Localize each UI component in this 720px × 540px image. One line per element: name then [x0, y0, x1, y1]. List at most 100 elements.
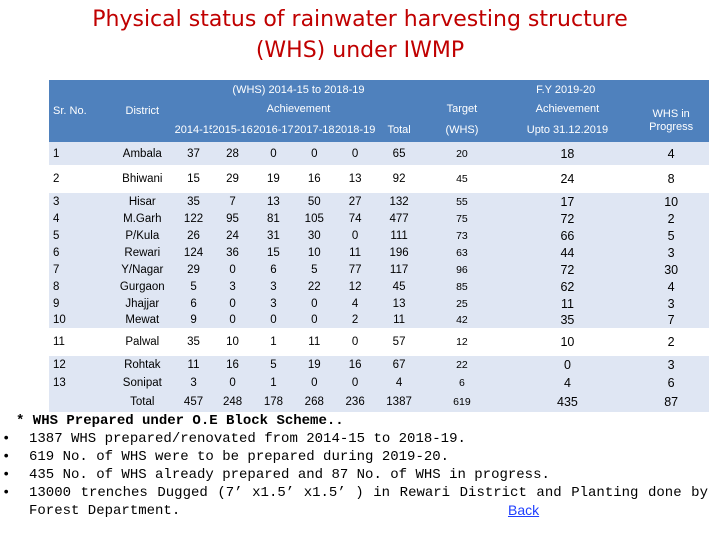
table-row: 6 Rewari 124 36 15 10 11 196 63 44 3 [49, 244, 709, 261]
value-cell: 30 [294, 227, 335, 244]
value-cell: 11 [174, 354, 213, 374]
target-cell: 20 [422, 142, 502, 166]
value-cell: 10 [294, 244, 335, 261]
value-cell: 29 [212, 165, 253, 192]
district-cell: Bhiwani [109, 165, 175, 192]
district-cell: Hisar [109, 191, 175, 210]
achievement-cell: 72 [501, 261, 634, 278]
target-header: Target [422, 100, 502, 118]
table-row: 7 Y/Nagar 29 0 6 5 77 117 96 72 30 [49, 261, 709, 278]
value-cell: 77 [334, 261, 376, 278]
value-cell: 5 [294, 261, 335, 278]
value-cell: 0 [294, 312, 335, 329]
back-link[interactable]: Back [508, 502, 540, 518]
value-cell: 67 [375, 354, 423, 374]
in-progress-header: WHS in Progress [633, 100, 709, 142]
value-cell: 22 [294, 278, 335, 295]
value-cell: 81 [252, 210, 295, 227]
value-cell: 124 [174, 244, 213, 261]
table-row: 5 P/Kula 26 24 31 30 0 111 73 66 5 [49, 227, 709, 244]
value-cell: 27 [334, 191, 376, 210]
value-cell: 35 [174, 191, 213, 210]
value-cell: 26 [174, 227, 213, 244]
value-cell: 1 [252, 374, 295, 392]
total-value-cell: 1387 [375, 392, 423, 412]
achievement-cell: 72 [501, 210, 634, 227]
value-cell: 13 [252, 191, 295, 210]
table-row: 3 Hisar 35 7 13 50 27 132 55 17 10 [49, 191, 709, 210]
year-header: 2018-19 [334, 118, 376, 142]
value-cell: 0 [212, 312, 253, 329]
value-cell: 10 [212, 328, 253, 355]
sr-no-cell: 8 [49, 278, 110, 295]
sr-no-cell: 10 [49, 312, 110, 329]
value-cell: 477 [375, 210, 423, 227]
value-cell: 13 [375, 295, 423, 312]
target-cell: 42 [422, 312, 502, 329]
district-cell: M.Garh [109, 210, 175, 227]
progress-cell: 3 [633, 244, 709, 261]
value-cell: 16 [294, 165, 335, 192]
achievement-cell: 18 [501, 142, 634, 166]
value-cell: 3 [252, 295, 295, 312]
value-cell: 0 [294, 374, 335, 392]
value-cell: 95 [212, 210, 253, 227]
achievement-cell: 62 [501, 278, 634, 295]
value-cell: 11 [334, 244, 376, 261]
district-cell: Mewat [109, 312, 175, 329]
value-cell: 196 [375, 244, 423, 261]
target-cell: 55 [422, 191, 502, 210]
table-row: 8 Gurgaon 5 3 3 22 12 45 85 62 4 [49, 278, 709, 295]
sr-no-cell: 3 [49, 191, 110, 210]
target-cell: 25 [422, 295, 502, 312]
value-cell: 9 [174, 312, 213, 329]
value-cell: 74 [334, 210, 376, 227]
value-cell: 6 [174, 295, 213, 312]
value-cell: 2 [334, 312, 376, 329]
value-cell: 4 [375, 374, 423, 392]
empty-cell [49, 392, 110, 412]
district-cell: Rohtak [109, 354, 175, 374]
value-cell: 29 [174, 261, 213, 278]
achievement-cell: 24 [501, 165, 634, 192]
sr-no-cell: 9 [49, 295, 110, 312]
total-value-cell: 268 [294, 392, 335, 412]
sr-no-cell: 13 [49, 374, 110, 392]
progress-cell: 3 [633, 354, 709, 374]
value-cell: 7 [212, 191, 253, 210]
note-item: 13000 trenches Dugged (7’ x1.5’ x1.5’ ) … [2, 484, 708, 520]
value-cell: 15 [252, 244, 295, 261]
target-cell: 6 [422, 374, 502, 392]
achievement-cell: 4 [501, 374, 634, 392]
table-row: 10 Mewat 9 0 0 0 2 11 42 35 7 [49, 312, 709, 329]
value-cell: 0 [334, 227, 376, 244]
achievement-cell: 44 [501, 244, 634, 261]
value-cell: 0 [294, 142, 335, 166]
achievement-sub-header: Upto 31.12.2019 [501, 118, 634, 142]
value-cell: 111 [375, 227, 423, 244]
value-cell: 15 [174, 165, 213, 192]
note-item: 619 No. of WHS were to be prepared durin… [2, 448, 708, 466]
total-row: Total 457 248 178 268 236 1387 619 435 87 [49, 392, 709, 412]
value-cell: 0 [334, 374, 376, 392]
district-cell: Sonipat [109, 374, 175, 392]
achievement-cell: 0 [501, 354, 634, 374]
table-row: 1 Ambala 37 28 0 0 0 65 20 18 4 [49, 142, 709, 166]
table-row: 4 M.Garh 122 95 81 105 74 477 75 72 2 [49, 210, 709, 227]
progress-cell: 4 [633, 142, 709, 166]
value-cell: 6 [252, 261, 295, 278]
value-cell: 19 [294, 354, 335, 374]
title-line-2: (WHS) under IWMP [255, 38, 465, 63]
value-cell: 105 [294, 210, 335, 227]
value-cell: 1 [252, 328, 295, 355]
value-cell: 0 [212, 261, 253, 278]
achievement-cell: 10 [501, 328, 634, 355]
target-cell: 85 [422, 278, 502, 295]
district-cell: Rewari [109, 244, 175, 261]
achievement-fy-header: Achievement [501, 100, 634, 118]
progress-cell: 2 [633, 210, 709, 227]
table-row: 12 Rohtak 11 16 5 19 16 67 22 0 3 [49, 354, 709, 374]
value-cell: 3 [212, 278, 253, 295]
progress-cell: 2 [633, 328, 709, 355]
value-cell: 0 [212, 374, 253, 392]
